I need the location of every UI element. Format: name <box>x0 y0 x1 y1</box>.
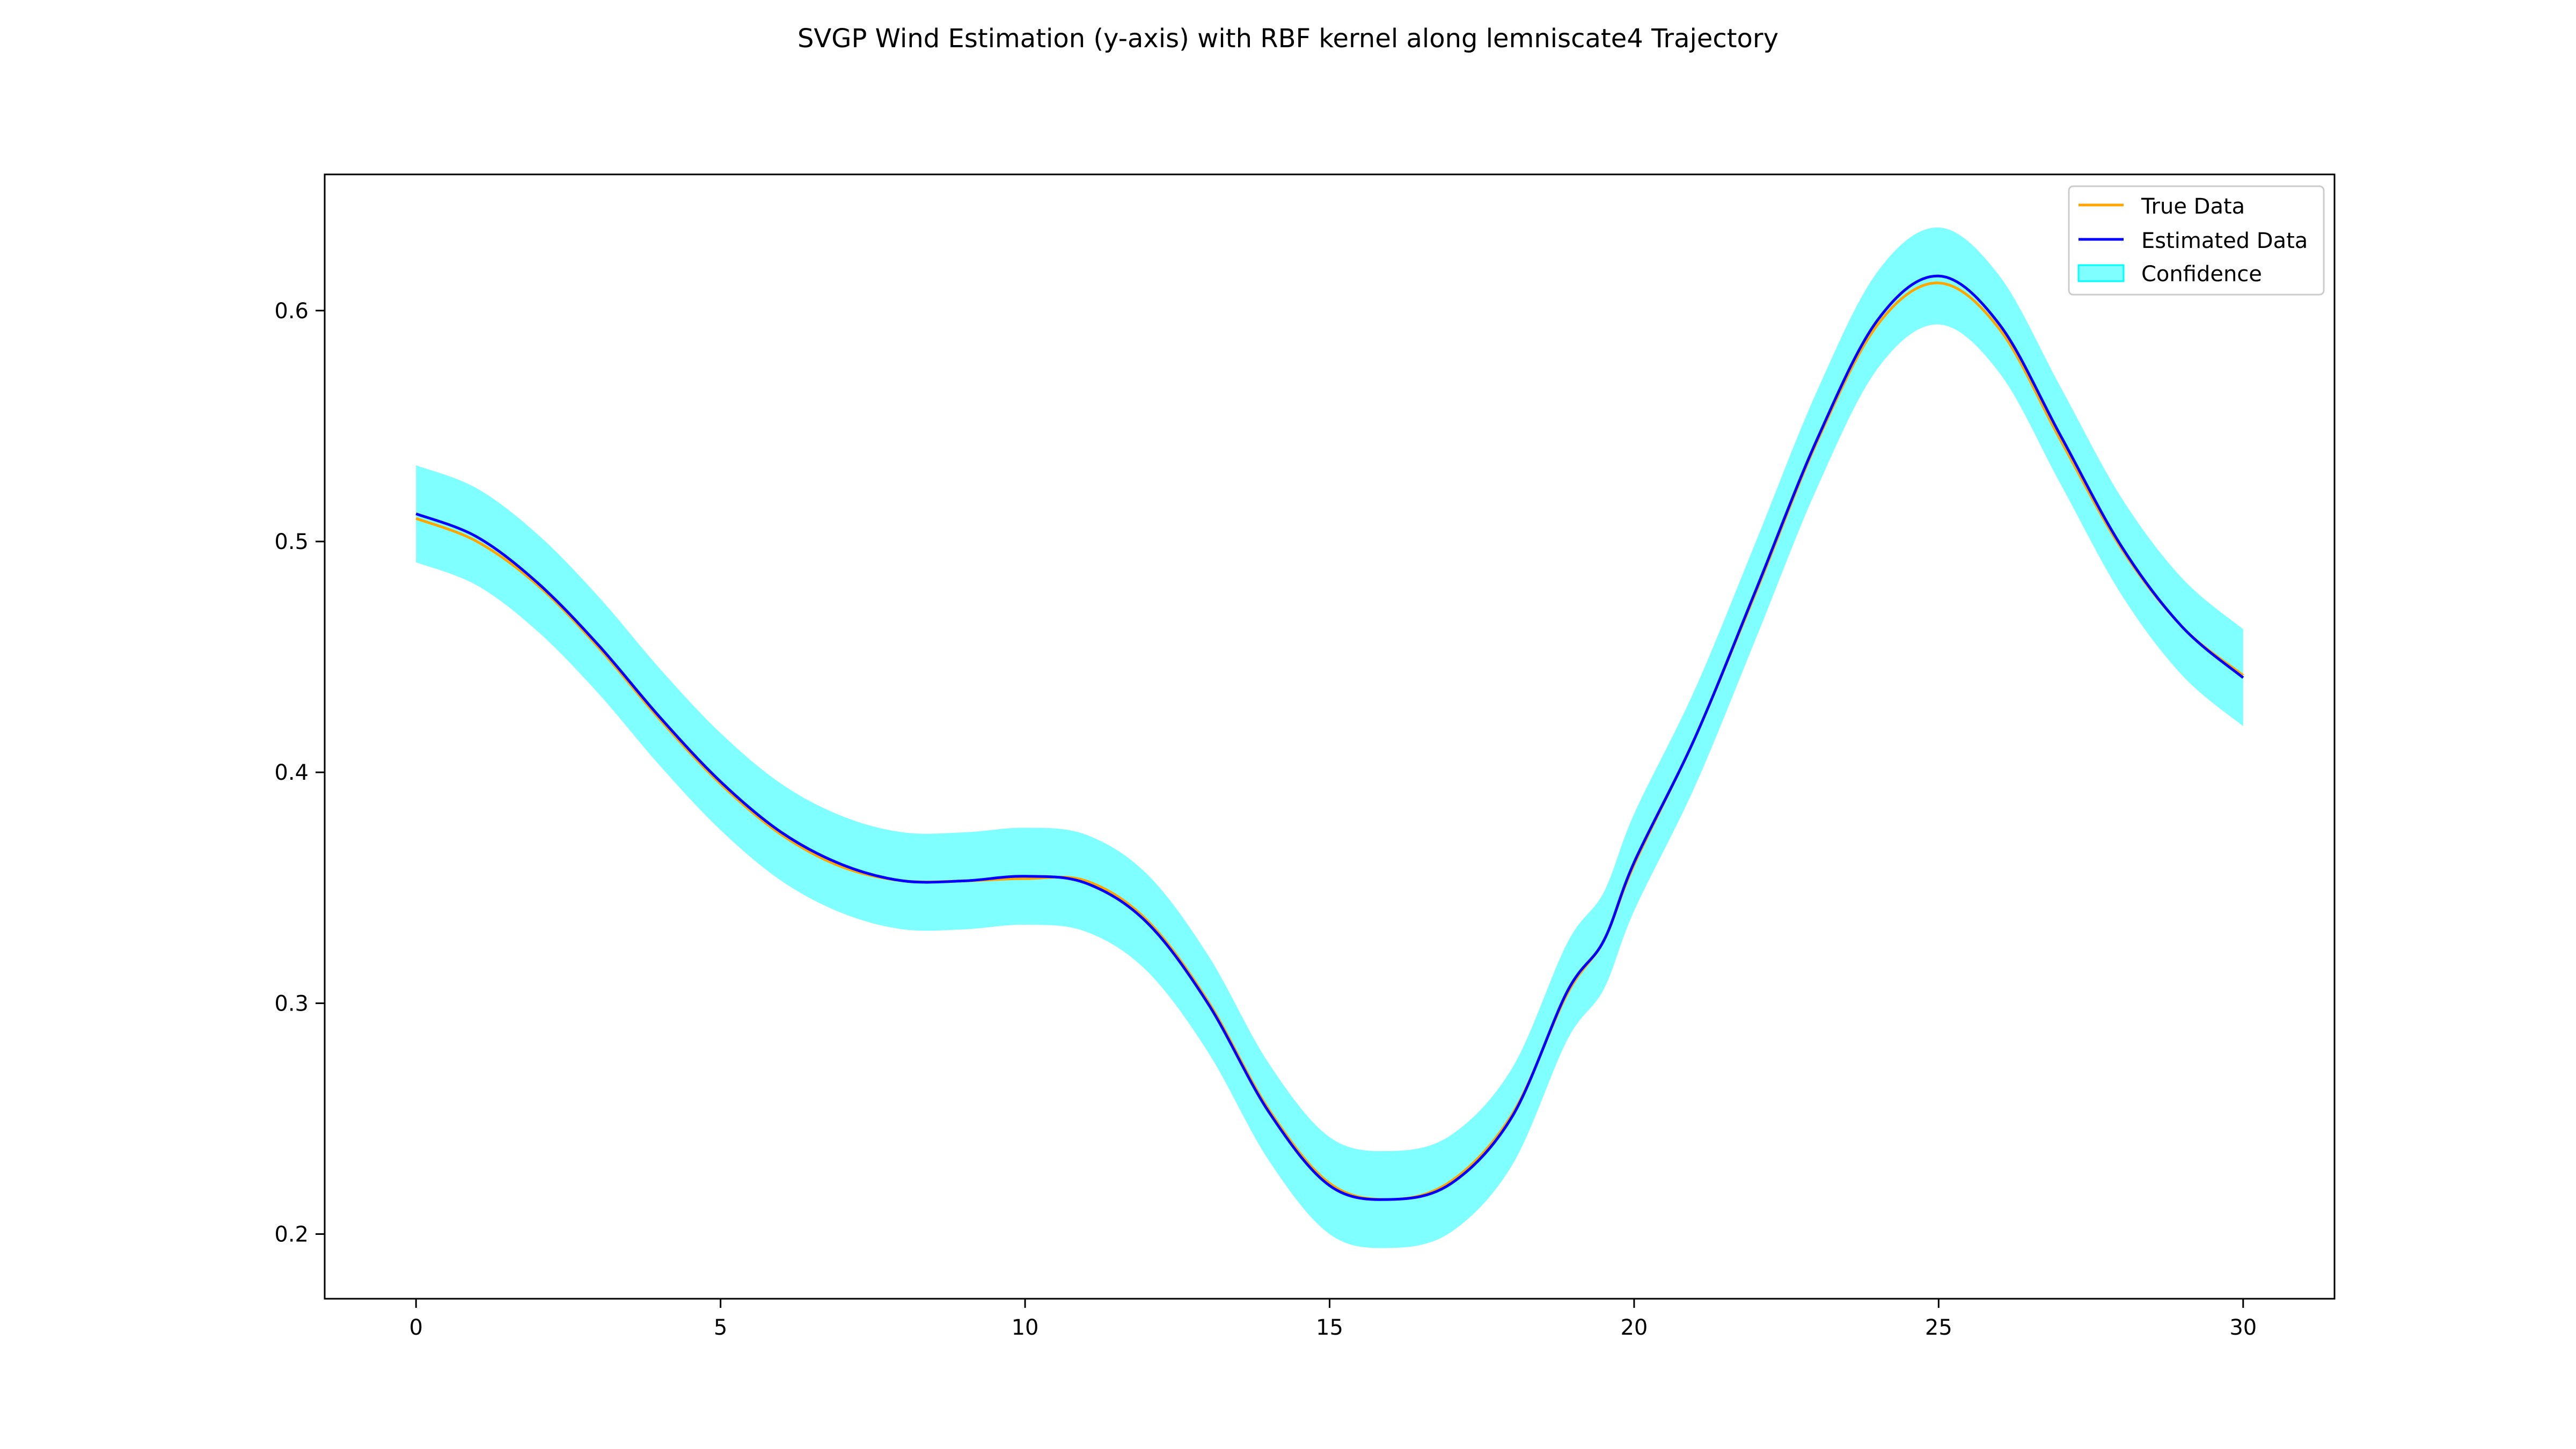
legend-confidence-swatch <box>2077 264 2125 282</box>
x-tick-label: 5 <box>714 1315 727 1340</box>
legend-box <box>2068 185 2325 296</box>
true-data-line <box>415 281 2244 1201</box>
y-tick-label: 0.2 <box>274 1223 309 1247</box>
x-tick-label: 20 <box>1620 1315 1648 1340</box>
x-tick-label: 30 <box>2229 1315 2257 1340</box>
legend-confidence-label: Confidence <box>2141 262 2262 287</box>
x-tick-label: 10 <box>1012 1315 1039 1340</box>
y-tick-label: 0.5 <box>274 530 309 554</box>
legend-true-data-label: True Data <box>2141 194 2245 219</box>
x-tick-label: 15 <box>1316 1315 1343 1340</box>
legend-estimated-data-label: Estimated Data <box>2141 229 2308 253</box>
x-tick-label: 25 <box>1925 1315 1952 1340</box>
y-axis: 0.2 0.3 0.4 0.5 0.6 <box>274 299 325 1247</box>
legend: True Data Estimated Data Confidence <box>2068 185 2325 296</box>
y-tick-label: 0.3 <box>274 991 309 1016</box>
confidence-band <box>416 227 2243 1248</box>
estimated-data-line <box>415 274 2244 1201</box>
y-tick-label: 0.4 <box>274 760 309 785</box>
y-tick-label: 0.6 <box>274 299 309 324</box>
plot-area <box>324 173 2336 1300</box>
x-tick-label: 0 <box>409 1315 423 1340</box>
chart-title: SVGP Wind Estimation (y-axis) with RBF k… <box>797 24 1779 54</box>
x-axis: 0 5 10 15 20 25 30 <box>409 1299 2257 1340</box>
